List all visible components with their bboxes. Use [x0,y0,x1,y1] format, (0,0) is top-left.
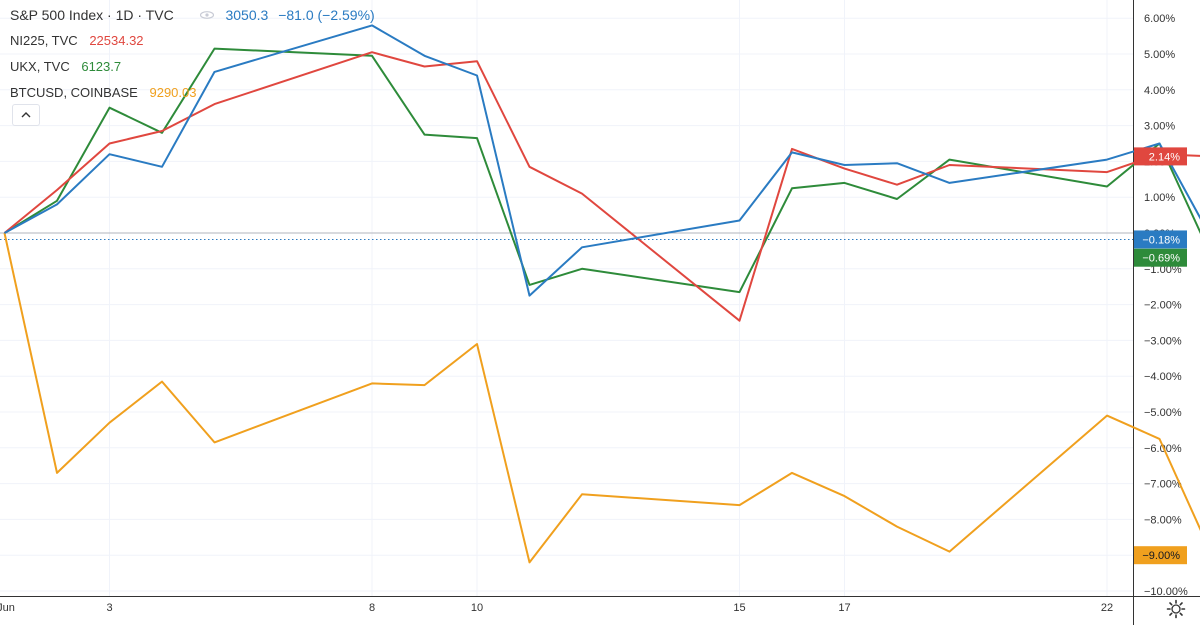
y-tick-label: −1.00% [1144,264,1182,276]
grid [0,0,1133,596]
y-tick-label: −8.00% [1144,514,1182,526]
last-value-text: −0.18% [1142,234,1180,246]
legend-item-btcusd[interactable]: BTCUSD, COINBASE 9290.03 [10,83,375,109]
x-tick-label: 15 [733,602,745,614]
legend: S&P 500 Index · 1D · TVC 3050.3 −81.0 (−… [10,5,375,109]
y-tick-label: −4.00% [1144,371,1182,383]
legend-item-name: UKX, TVC [10,59,70,74]
legend-item-name: NI225, TVC [10,33,78,48]
legend-item-ni225[interactable]: NI225, TVC 22534.32 [10,31,375,57]
series-lines [3,24,1200,564]
y-tick-label: 4.00% [1144,85,1175,97]
gear-icon[interactable] [1166,599,1186,619]
series-line-ukx[interactable] [3,47,1200,294]
legend-item-value: 22534.32 [89,33,144,48]
legend-main-value: 3050.3 [225,7,269,23]
price-labels: −0.18% 2.14% −0.69% −9.00% [1134,147,1187,565]
y-tick-label: −2.00% [1144,300,1182,312]
y-tick-label: −7.00% [1144,479,1182,491]
y-tick-label: −5.00% [1144,407,1182,419]
legend-item-name: BTCUSD, COINBASE [10,85,138,100]
last-value-label-ni225: 2.14% [1134,147,1187,166]
y-tick-label: 1.00% [1144,192,1175,204]
last-value-label-btc: −9.00% [1134,546,1187,565]
last-value-text: −9.00% [1142,550,1180,562]
y-tick-label: −10.00% [1144,586,1188,598]
last-value-label-spx: −0.18% [1134,230,1187,249]
y-tick-label: 3.00% [1144,121,1175,133]
series-line-spx[interactable] [4,24,1200,297]
legend-main-name: S&P 500 Index · 1D · TVC [10,7,174,23]
chevron-up-icon [21,112,31,118]
last-value-label-ukx: −0.69% [1134,248,1187,267]
eye-icon[interactable] [199,11,214,20]
series-line-ni225[interactable] [3,51,1200,322]
last-value-text: −0.69% [1142,253,1180,265]
legend-item-ukx[interactable]: UKX, TVC 6123.7 [10,57,375,83]
legend-collapse-button[interactable] [12,104,40,126]
y-tick-label: 5.00% [1144,49,1175,61]
series-line-btc[interactable] [3,232,1200,564]
x-tick-label: 8 [369,602,375,614]
y-tick-label: −3.00% [1144,335,1182,347]
x-tick-label: 10 [471,602,483,614]
x-tick-label: 17 [838,602,850,614]
x-tick-label: Jun [0,602,15,614]
legend-main[interactable]: S&P 500 Index · 1D · TVC 3050.3 −81.0 (−… [10,5,375,31]
last-value-text: 2.14% [1149,151,1180,163]
x-tick-label: 3 [106,602,112,614]
y-tick-label: 6.00% [1144,13,1175,25]
legend-item-value: 9290.03 [149,85,197,100]
x-tick-label: 22 [1101,602,1113,614]
legend-main-change: −81.0 (−2.59%) [278,7,375,23]
legend-item-value: 6123.7 [81,59,122,74]
